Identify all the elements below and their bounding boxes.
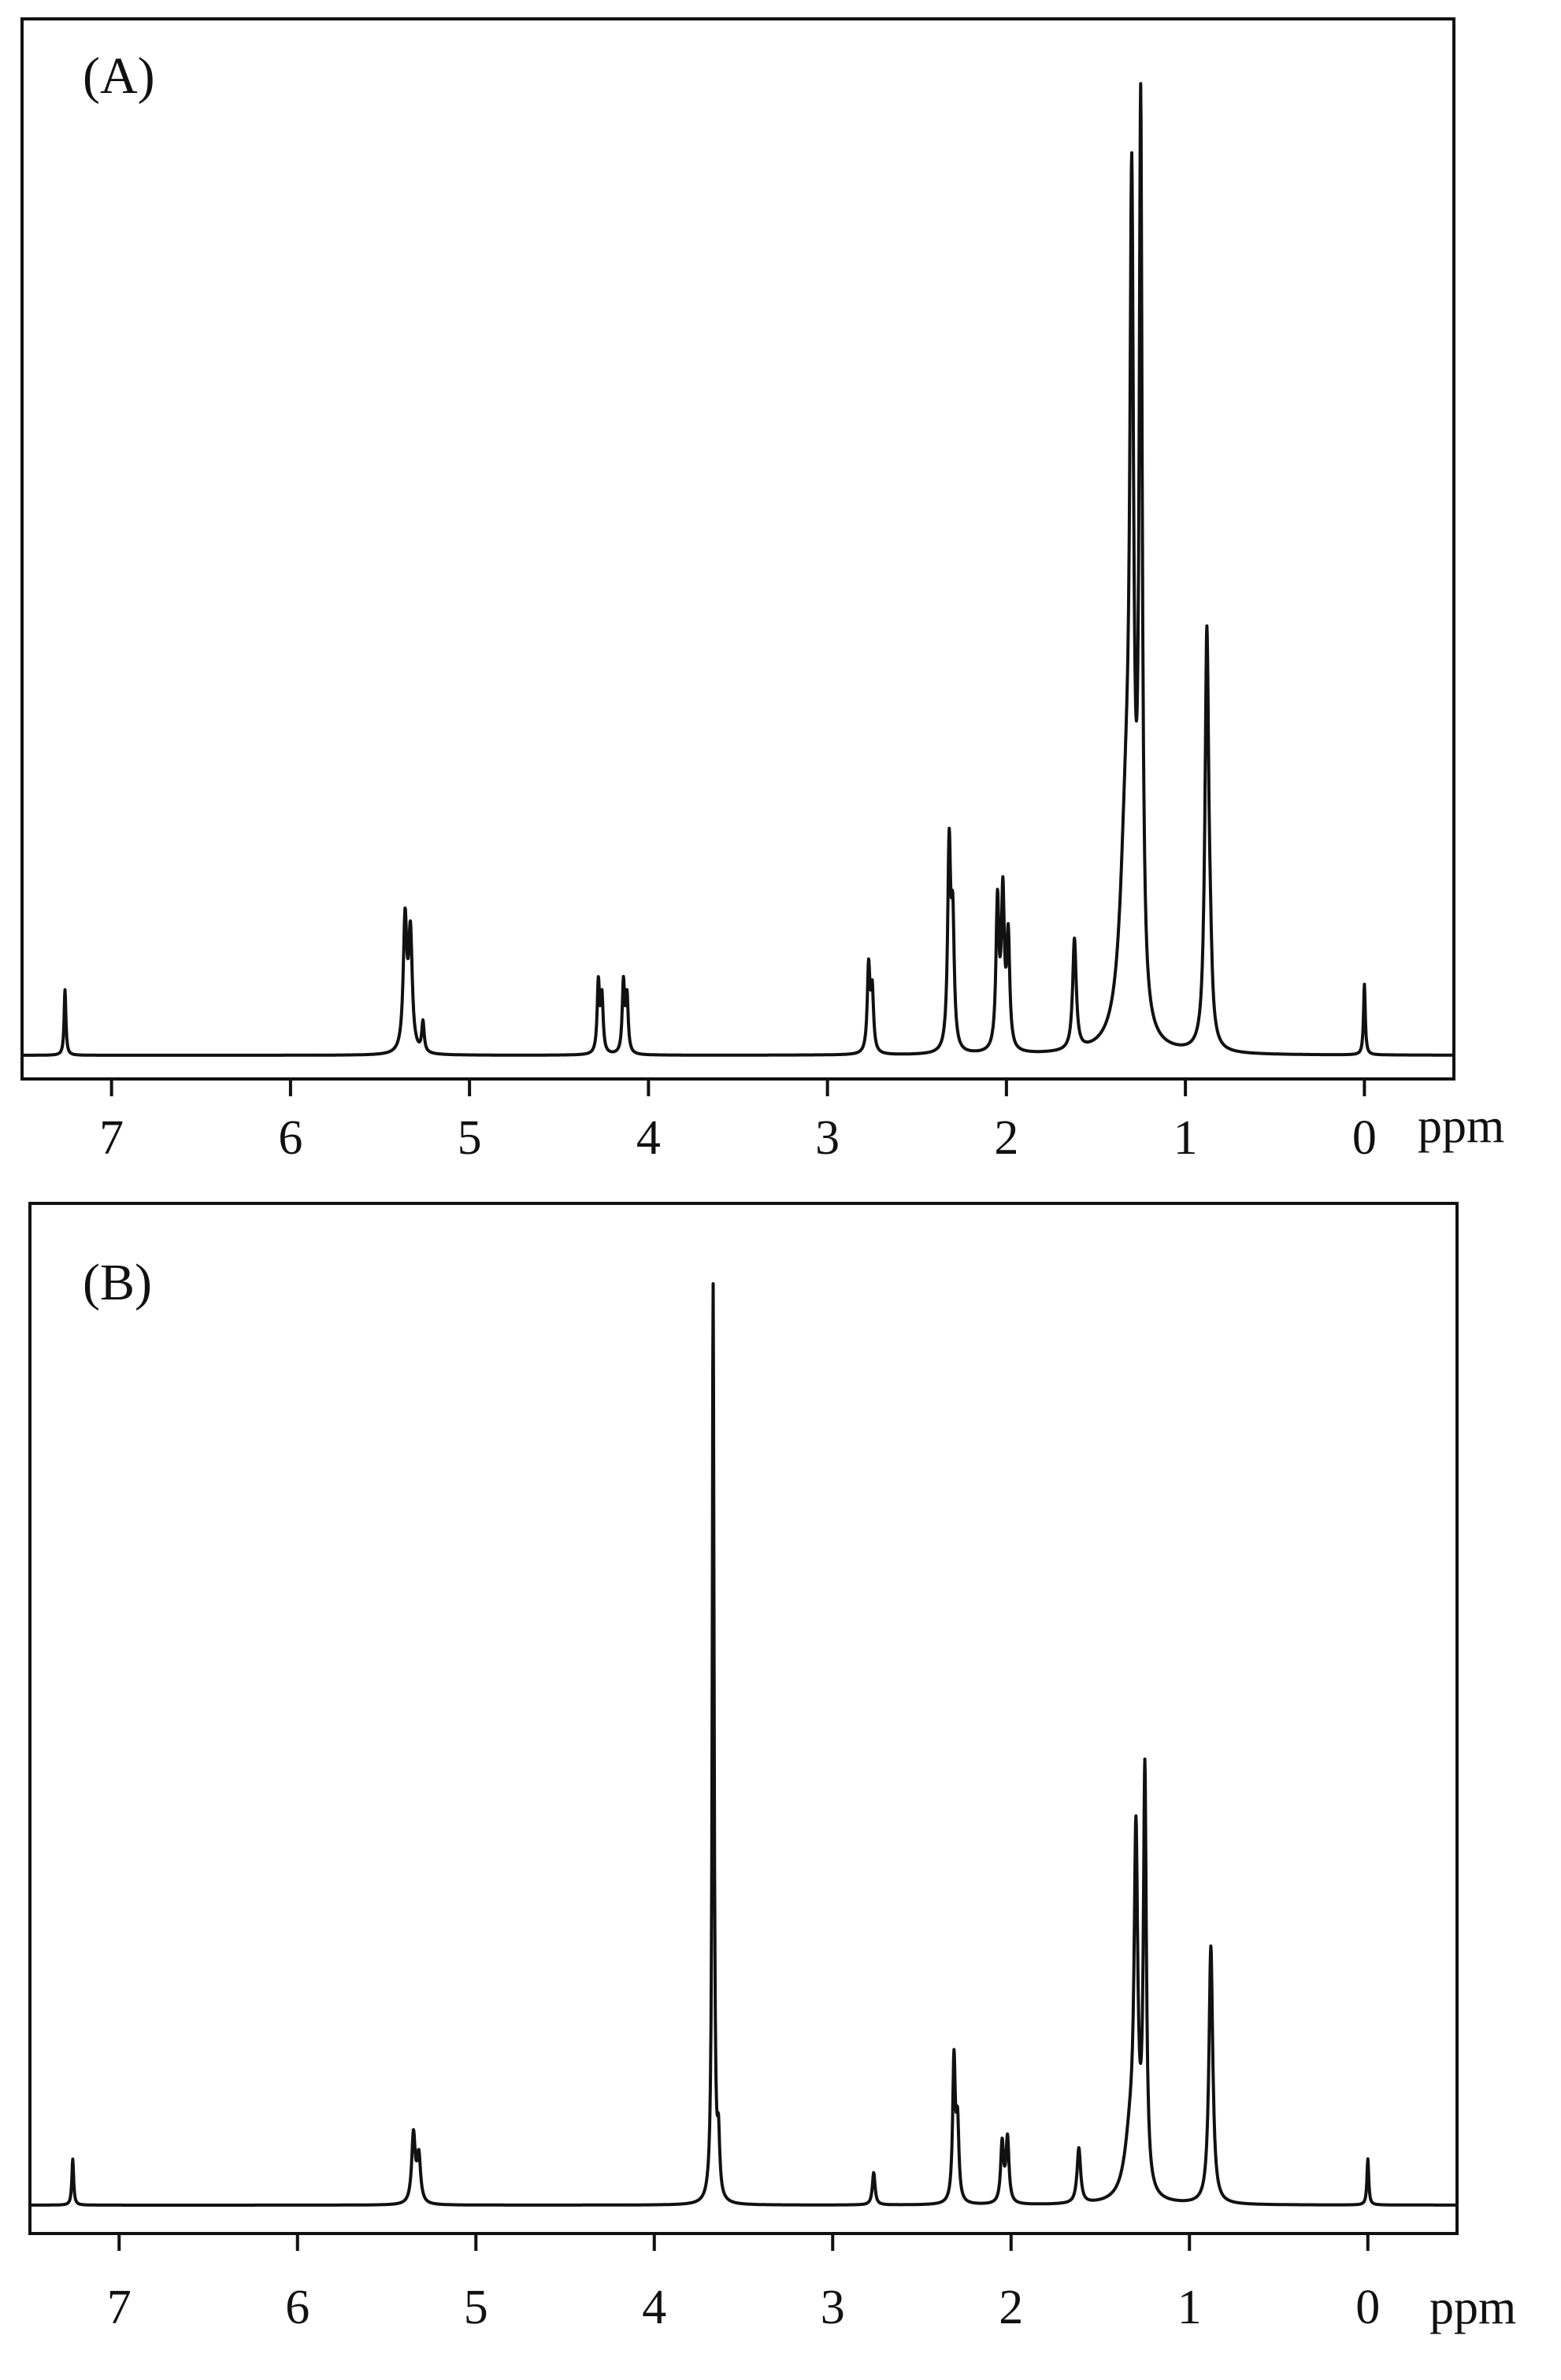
panel-label: (A) [83,47,155,105]
x-axis-unit: ppm [1418,1099,1504,1153]
plot-frame [20,17,1455,1081]
x-tick-label: 7 [99,1111,124,1165]
x-tick-label: 5 [458,1111,482,1165]
x-tick-label: 6 [285,2281,310,2334]
panel-b: (B) 7 6 5 4 3 2 1 0 ppm [28,1202,1516,2334]
x-tick-label: 2 [994,1111,1018,1165]
x-tick-label: 7 [107,2281,132,2334]
panel-label: (B) [83,1254,152,1311]
x-tick-label: 5 [464,2281,488,2334]
x-axis-unit: ppm [1429,2281,1516,2334]
x-tick-label: 6 [278,1111,302,1165]
spectrum-trace [28,1282,1459,2207]
x-tick-label: 2 [999,2281,1023,2334]
x-tick-label: 0 [1355,2281,1380,2334]
plot-frame [28,1202,1459,2235]
peak [1125,832,1128,835]
x-tick-label: 4 [642,2281,666,2334]
spectrum-trace [20,82,1455,1057]
panel-a: (A) 7 6 5 4 3 2 1 0 ppm [20,17,1504,1165]
peak [1209,1014,1212,1017]
x-tick-label: 3 [815,1111,840,1165]
x-tick-label: 1 [1177,2281,1202,2334]
x-tick-label: 3 [821,2281,845,2334]
x-tick-label: 1 [1174,1111,1198,1165]
x-tick-label: 0 [1352,1111,1377,1165]
x-tick-label: 4 [636,1111,661,1165]
peak [1129,2139,1133,2142]
